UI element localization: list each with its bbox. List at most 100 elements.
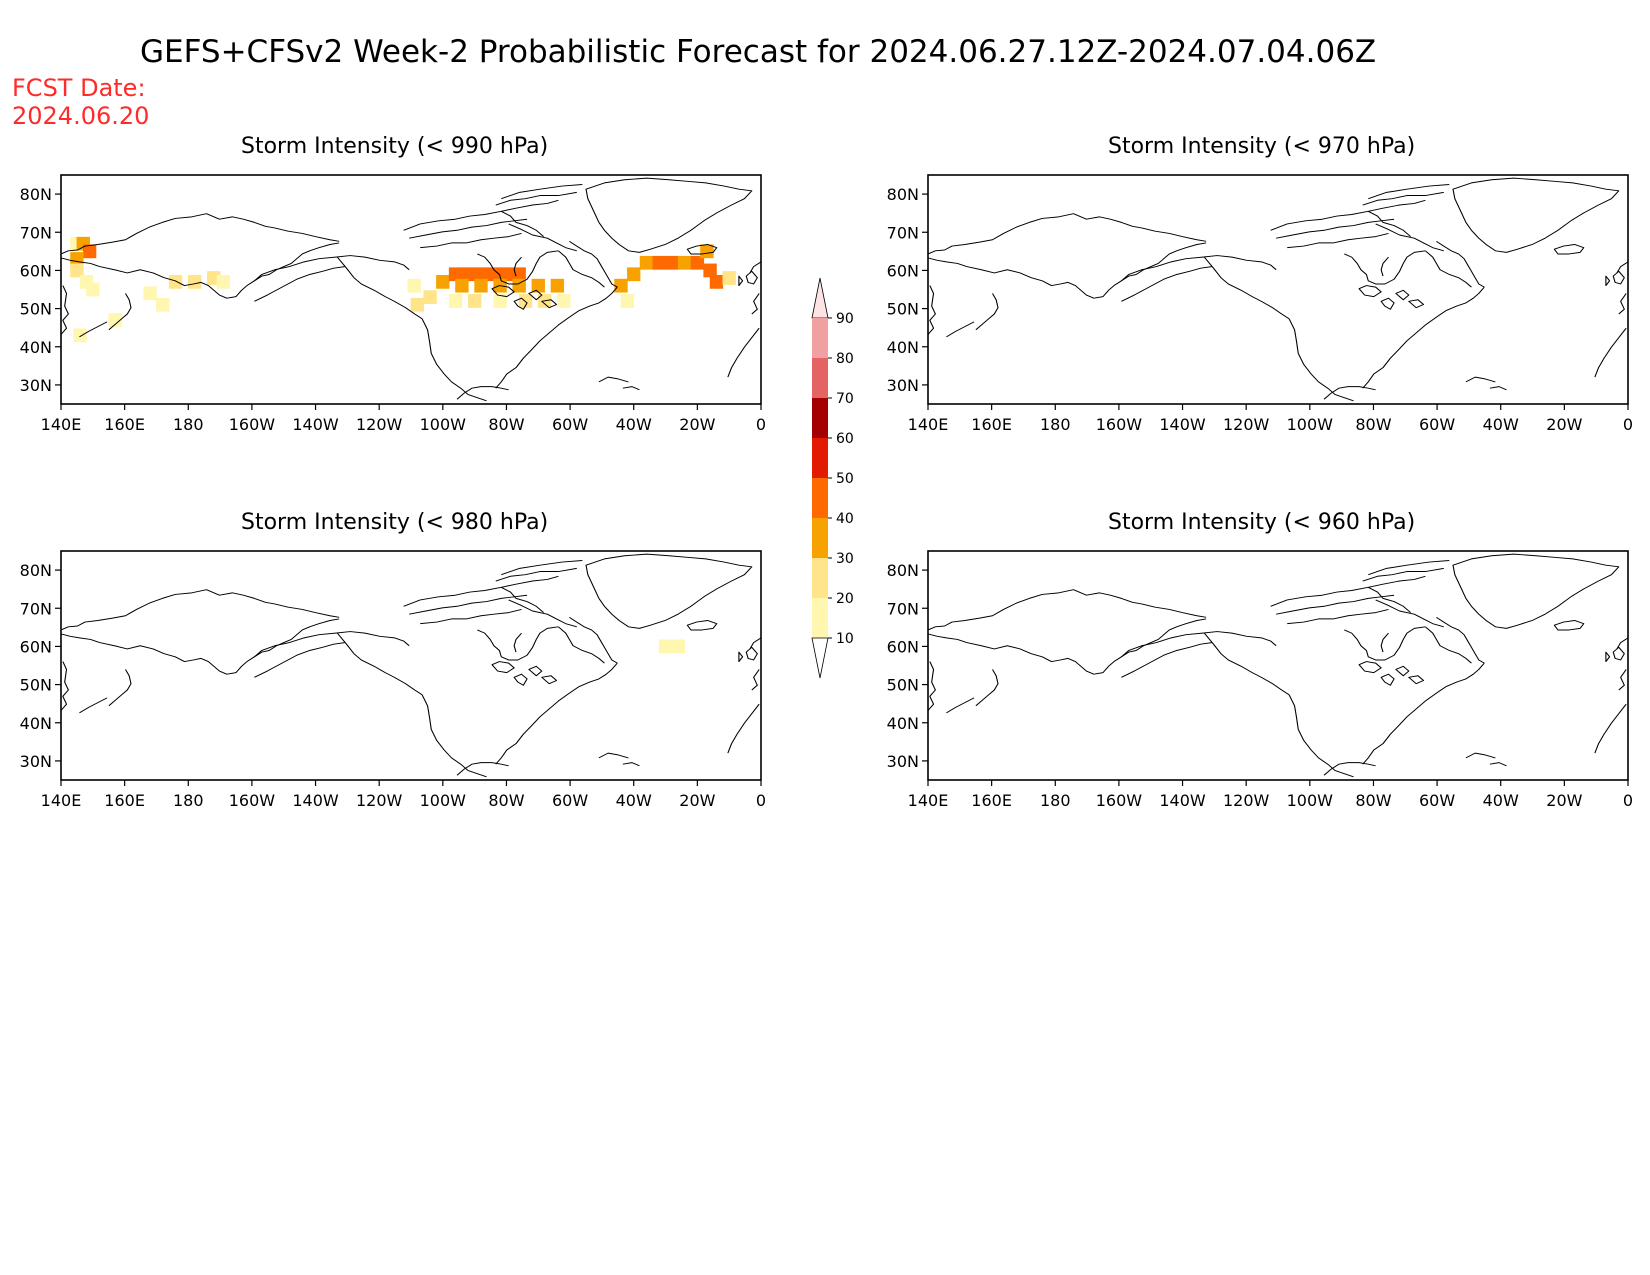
lat-tick-label: 70N bbox=[887, 599, 919, 618]
probability-cell bbox=[703, 263, 717, 278]
colorbar-top-arrow bbox=[811, 277, 829, 319]
colorbar-tick-label: 90 bbox=[836, 311, 854, 327]
lat-tick-label: 50N bbox=[887, 676, 919, 695]
colorbar-tick-label: 60 bbox=[836, 431, 854, 447]
lon-tick-label: 160W bbox=[1096, 791, 1143, 810]
probability-cell bbox=[499, 267, 514, 282]
lat-tick-label: 40N bbox=[20, 714, 52, 733]
panel-title: Storm Intensity (< 990 hPa) bbox=[241, 134, 548, 159]
lon-tick-label: 160W bbox=[1096, 415, 1143, 434]
probability-cell bbox=[448, 267, 463, 282]
probability-cell bbox=[143, 286, 157, 301]
map-frame bbox=[927, 550, 1629, 781]
lon-tick-label: 60W bbox=[552, 415, 588, 434]
colorbar-tick-label: 70 bbox=[836, 391, 854, 407]
lat-tick-label: 40N bbox=[20, 338, 52, 357]
lon-tick-label: 100W bbox=[1287, 415, 1334, 434]
lon-tick-label: 140W bbox=[292, 791, 339, 810]
lon-tick-label: 60W bbox=[1419, 415, 1455, 434]
colorbar-segment bbox=[812, 598, 828, 638]
probability-cell bbox=[518, 294, 533, 308]
lon-tick-label: 80W bbox=[1355, 791, 1391, 810]
probability-cell bbox=[493, 294, 507, 308]
lat-tick-label: 80N bbox=[887, 561, 919, 580]
probability-cell bbox=[108, 313, 122, 327]
probability-cells bbox=[70, 236, 736, 343]
colorbar-segment bbox=[812, 478, 828, 518]
probability-cell bbox=[550, 278, 565, 293]
lon-tick-label: 140E bbox=[908, 415, 949, 434]
lon-tick-label: 100W bbox=[1287, 791, 1334, 810]
probability-cell bbox=[455, 278, 469, 293]
colorbar: 10 20 30 40 50 60 70 80 90 bbox=[811, 277, 854, 679]
lat-tick-label: 70N bbox=[887, 223, 919, 242]
lon-tick-label: 40W bbox=[616, 415, 652, 434]
lon-tick-label: 0 bbox=[1623, 791, 1633, 810]
lon-tick-label: 40W bbox=[616, 791, 652, 810]
lon-tick-label: 100W bbox=[420, 791, 467, 810]
probability-cell bbox=[407, 278, 421, 293]
map-frame bbox=[60, 550, 762, 781]
probability-cell bbox=[474, 267, 488, 282]
lat-tick-label: 50N bbox=[20, 676, 52, 695]
fcst-date-value: 2024.06.20 bbox=[12, 102, 149, 130]
map-frame bbox=[60, 174, 762, 405]
lon-tick-label: 20W bbox=[679, 415, 715, 434]
map-panel-3: Storm Intensity (< 980 hPa) 140E 160E 180 16… bbox=[20, 510, 766, 810]
lon-tick-label: 40W bbox=[1483, 791, 1519, 810]
lon-tick-label: 0 bbox=[756, 415, 766, 434]
lon-tick-label: 40W bbox=[1483, 415, 1519, 434]
map-frame bbox=[927, 174, 1629, 405]
probability-cell bbox=[86, 282, 100, 297]
lon-tick-label: 180 bbox=[173, 791, 204, 810]
map-panels: Storm Intensity (< 990 hPa) 140E 160E 180 16… bbox=[20, 134, 1633, 810]
map-panel-2: Storm Intensity (< 970 hPa) 140E 160E 180 16… bbox=[887, 134, 1633, 434]
probability-cell bbox=[639, 255, 654, 270]
lon-tick-label: 140E bbox=[41, 791, 82, 810]
colorbar-segment bbox=[812, 438, 828, 478]
lon-tick-label: 160E bbox=[971, 415, 1012, 434]
colorbar-segment bbox=[812, 558, 828, 598]
map-panel-4: Storm Intensity (< 960 hPa) 140E 160E 180 16… bbox=[887, 510, 1633, 810]
lat-tick-label: 80N bbox=[20, 561, 52, 580]
colorbar-tick-label: 50 bbox=[836, 471, 854, 487]
probability-cell bbox=[423, 290, 437, 305]
colorbar-tick-label: 40 bbox=[836, 511, 854, 527]
lon-tick-label: 100W bbox=[420, 415, 467, 434]
probability-cell bbox=[216, 274, 230, 289]
lon-tick-label: 0 bbox=[756, 791, 766, 810]
probability-cell bbox=[512, 278, 526, 293]
lon-tick-label: 140W bbox=[1159, 791, 1206, 810]
probability-cell bbox=[531, 278, 545, 293]
lon-tick-label: 20W bbox=[1546, 415, 1582, 434]
lat-tick-label: 60N bbox=[887, 637, 919, 656]
figure-title: GEFS+CFSv2 Week-2 Probabilistic Forecast… bbox=[140, 34, 1376, 70]
probability-cell bbox=[658, 639, 673, 654]
map-panel-1: Storm Intensity (< 990 hPa) 140E 160E 180 16… bbox=[20, 134, 766, 434]
lon-tick-label: 60W bbox=[1419, 791, 1455, 810]
coastlines bbox=[61, 553, 761, 778]
panel-title: Storm Intensity (< 970 hPa) bbox=[1108, 134, 1415, 159]
colorbar-segment bbox=[812, 398, 828, 438]
probability-cell bbox=[627, 267, 641, 282]
probability-cell bbox=[620, 294, 635, 308]
colorbar-bottom-arrow bbox=[811, 637, 829, 679]
probability-cell bbox=[700, 244, 714, 259]
lat-tick-label: 30N bbox=[20, 376, 52, 395]
lat-tick-label: 60N bbox=[20, 637, 52, 656]
lon-tick-label: 120W bbox=[1223, 415, 1270, 434]
lon-tick-label: 160E bbox=[971, 791, 1012, 810]
panel-title: Storm Intensity (< 960 hPa) bbox=[1108, 510, 1415, 535]
probability-cell bbox=[474, 278, 488, 293]
lat-tick-label: 40N bbox=[887, 714, 919, 733]
colorbar-segment bbox=[812, 318, 828, 358]
probability-cell bbox=[512, 267, 526, 282]
lon-tick-label: 140E bbox=[908, 791, 949, 810]
lon-tick-label: 140W bbox=[1159, 415, 1206, 434]
probability-cell bbox=[410, 297, 425, 312]
probability-cell bbox=[671, 639, 685, 654]
lon-tick-label: 180 bbox=[1040, 415, 1071, 434]
probability-cell bbox=[709, 274, 724, 289]
probability-cell bbox=[665, 255, 679, 270]
probability-cell bbox=[487, 267, 501, 282]
